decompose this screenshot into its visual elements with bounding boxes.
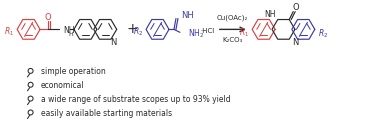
Text: H: H [68, 32, 73, 37]
Text: O: O [293, 3, 299, 12]
Text: easily available starting materials: easily available starting materials [40, 109, 172, 118]
Text: K₂CO₃: K₂CO₃ [223, 37, 243, 43]
Text: a wide range of substrate scopes up to 93% yield: a wide range of substrate scopes up to 9… [40, 95, 230, 104]
Text: O: O [45, 13, 51, 22]
Text: N: N [110, 38, 116, 47]
Text: Cu(OAc)₂: Cu(OAc)₂ [217, 15, 248, 22]
Text: NH: NH [264, 10, 276, 19]
Text: NH: NH [63, 26, 74, 35]
Text: ·HCl: ·HCl [200, 28, 214, 34]
Text: N: N [292, 38, 299, 47]
Text: simple operation: simple operation [40, 67, 105, 76]
Text: economical: economical [40, 81, 84, 90]
Text: $R_1$: $R_1$ [4, 25, 14, 38]
Text: $R_1$: $R_1$ [239, 26, 249, 39]
Text: $R_2$: $R_2$ [133, 25, 143, 38]
Text: NH: NH [181, 11, 194, 20]
Text: +: + [127, 22, 138, 36]
Text: NH$_2$: NH$_2$ [188, 27, 204, 40]
Text: $R_2$: $R_2$ [318, 27, 328, 40]
